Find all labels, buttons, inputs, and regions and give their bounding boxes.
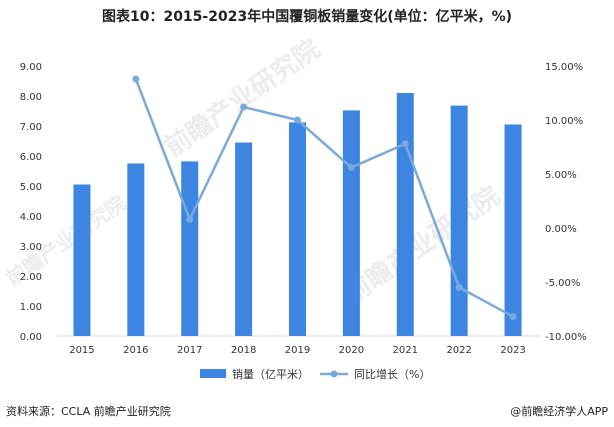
bar: [73, 184, 91, 336]
y-left-tick-label: 2.00: [20, 272, 42, 283]
bar: [289, 122, 306, 337]
x-tick-label: 2016: [123, 345, 148, 356]
y-left-tick-label: 1.00: [20, 302, 42, 313]
y-right-tick-label: -10.00%: [545, 332, 587, 343]
growth-point: [294, 116, 301, 124]
x-tick-label: 2023: [500, 345, 525, 356]
y-right-tick-label: 0.00%: [545, 224, 577, 235]
y-right-tick-label: 15.00%: [545, 62, 583, 73]
y-left-tick-label: 5.00: [20, 182, 42, 193]
x-tick-label: 2015: [69, 345, 94, 356]
y-left-tick-label: 9.00: [20, 62, 42, 73]
x-tick-label: 2021: [393, 345, 418, 356]
legend-line-marker: [330, 370, 338, 378]
y-left-tick-label: 8.00: [20, 92, 42, 103]
y-left-tick-label: 4.00: [20, 212, 42, 223]
growth-point: [509, 313, 517, 321]
legend-line-label: 同比增长（%）: [354, 367, 430, 381]
legend-bar-swatch: [200, 369, 226, 378]
growth-point: [240, 103, 248, 111]
bar: [396, 93, 414, 336]
bar: [235, 142, 253, 336]
bar: [181, 161, 199, 336]
x-tick-label: 2017: [177, 345, 202, 356]
chart-title: 图表10：2015-2023年中国覆铜板销量变化(单位：亿平米，%): [101, 9, 513, 25]
y-right-tick-label: 5.00%: [545, 170, 577, 181]
y-left-tick-label: 6.00: [20, 152, 42, 163]
growth-point: [455, 283, 463, 291]
growth-point: [347, 164, 355, 172]
bar: [342, 110, 360, 337]
y-right-tick-label: 10.00%: [545, 116, 583, 127]
bar: [127, 163, 145, 336]
y-left-tick-label: 0.00: [20, 332, 42, 343]
x-tick-label: 2018: [231, 345, 256, 356]
growth-point: [132, 75, 140, 83]
y-left-tick-label: 3.00: [20, 242, 42, 253]
y-left-tick-label: 7.00: [20, 122, 42, 133]
bar: [504, 124, 522, 336]
bar: [450, 105, 468, 336]
growth-line: [134, 78, 514, 318]
growth-point: [401, 140, 409, 148]
x-tick-label: 2019: [285, 345, 310, 356]
growth-point: [186, 215, 194, 223]
legend-bar-label: 销量（亿平米）: [232, 367, 309, 381]
y-right-tick-label: -5.00%: [545, 278, 580, 289]
brand-note: @前瞻经济学人APP: [510, 405, 608, 418]
source-note: 资料来源：CCLA 前瞻产业研究院: [6, 405, 171, 418]
x-tick-label: 2022: [446, 345, 471, 356]
x-tick-label: 2020: [339, 345, 364, 356]
